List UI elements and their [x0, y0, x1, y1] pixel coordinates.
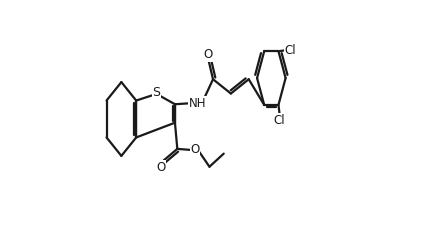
Text: NH: NH — [189, 97, 206, 109]
Text: Cl: Cl — [274, 114, 285, 127]
Text: Cl: Cl — [285, 44, 296, 57]
Text: S: S — [153, 85, 161, 99]
Text: O: O — [190, 143, 200, 156]
Text: O: O — [204, 48, 213, 61]
Text: O: O — [156, 161, 165, 174]
